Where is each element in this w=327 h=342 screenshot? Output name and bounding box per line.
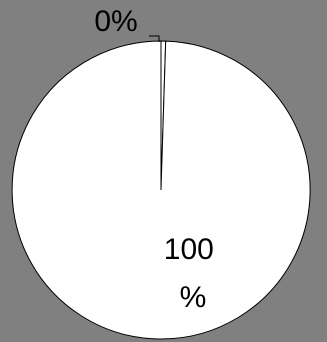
pie-label-slice-1-line-1: % xyxy=(180,281,207,314)
pie-slices xyxy=(11,40,311,340)
pie-leader-line-0 xyxy=(149,35,160,42)
pie-label-slice-1: 100 % xyxy=(164,233,222,314)
pie-slice-1 xyxy=(11,40,311,340)
pie-label-slice-0-line-0: 0% xyxy=(94,5,137,38)
pie-labels: 0% 100 % xyxy=(94,5,222,314)
pie-label-slice-1-line-0: 100 xyxy=(164,233,214,266)
leader-lines xyxy=(149,35,160,42)
pie-label-slice-0: 0% xyxy=(94,5,137,38)
